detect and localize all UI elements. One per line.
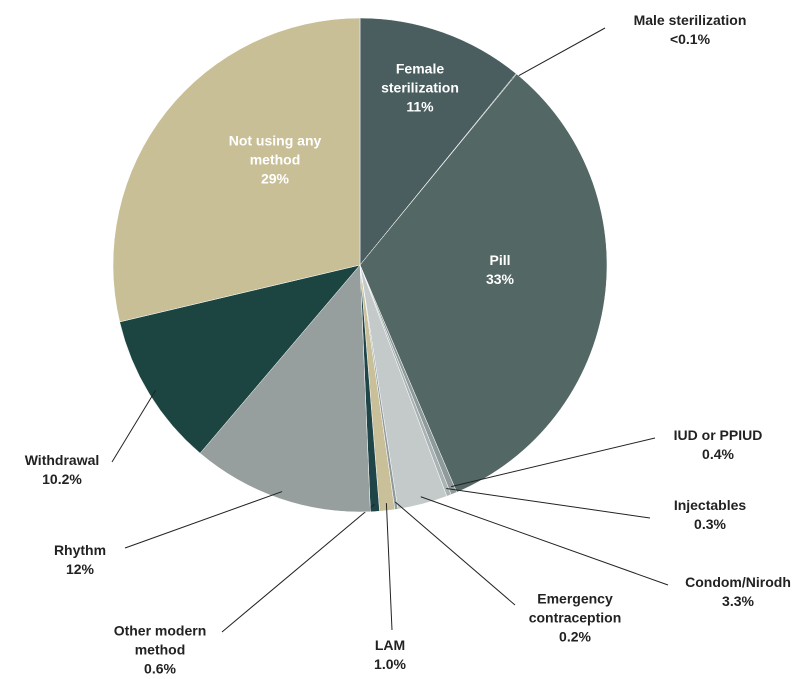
slice-name: Rhythm [53, 542, 107, 558]
slice-label: Rhythm 12% [35, 541, 125, 579]
slice-label: Female sterilization 11% [360, 60, 480, 117]
leader-line [385, 503, 393, 631]
leader-line [446, 488, 651, 519]
slice-name: Withdrawal [24, 452, 100, 468]
slice-name: Not using any method [228, 132, 322, 168]
slice-name: Emergency contraception [528, 590, 622, 626]
leader-line [420, 496, 669, 586]
slice-label: Male sterilization <0.1% [605, 11, 775, 49]
slice-name: Other modern method [113, 622, 207, 658]
leader-line [511, 27, 606, 80]
leader-line [451, 437, 656, 488]
slice-name: Injectables [673, 497, 747, 513]
slice-label: IUD or PPIUD 0.4% [658, 426, 778, 464]
slice-value: 10.2% [42, 471, 82, 487]
pie-slice [359, 17, 517, 266]
pie-slice [199, 264, 371, 513]
slice-value: 12% [65, 561, 95, 577]
pie-slice [119, 264, 361, 454]
slice-value: 0.2% [559, 628, 591, 645]
leader-line [124, 491, 283, 549]
slice-value: 1.0% [374, 656, 406, 672]
slice-value: 11% [406, 98, 434, 115]
pie-slice [112, 17, 361, 323]
slice-label: Injectables 0.3% [650, 496, 770, 534]
slice-name: Female sterilization [381, 60, 459, 96]
slice-value: 33% [485, 271, 515, 287]
slice-label: Other modern method 0.6% [90, 622, 230, 679]
slice-name: Condom/Nirodh [685, 574, 791, 590]
slice-name: Male sterilization [633, 12, 747, 28]
slice-label: LAM 1.0% [360, 636, 420, 674]
slice-label: Pill 33% [470, 251, 530, 289]
slice-value: 0.4% [702, 446, 734, 462]
slice-name: IUD or PPIUD [673, 427, 763, 443]
slice-label: Withdrawal 10.2% [12, 451, 112, 489]
slice-name: Pill [489, 252, 511, 268]
slice-label: Condom/Nirodh 3.3% [668, 573, 797, 611]
slice-value: 0.6% [144, 660, 176, 677]
slice-value: 3.3% [722, 593, 754, 609]
slice-label: Emergency contraception 0.2% [515, 590, 635, 647]
leader-line [221, 503, 375, 633]
slice-label: Not using any method 29% [205, 132, 345, 189]
leader-line [394, 501, 516, 606]
slice-name: LAM [374, 637, 406, 653]
pie-slice [359, 73, 608, 493]
slice-value: 29% [260, 170, 290, 187]
slice-value: 0.3% [694, 516, 726, 532]
leader-line [111, 389, 157, 463]
slice-value: <0.1% [669, 31, 711, 47]
